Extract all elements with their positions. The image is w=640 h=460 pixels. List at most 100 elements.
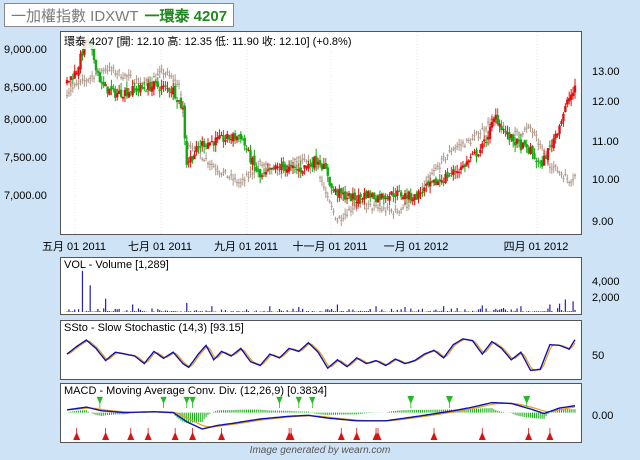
candle-body: [515, 138, 519, 144]
sell-signal-marker: [407, 396, 415, 404]
candle-body: [417, 191, 420, 199]
candle-body: [280, 163, 283, 171]
candle-body: [181, 107, 185, 110]
candle-body: [285, 169, 289, 173]
candle-body: [141, 87, 144, 89]
candle-body: [347, 193, 351, 196]
chart-plot: [66, 396, 576, 440]
candle-body: [403, 193, 407, 200]
x-axis-tick: 五月 01 2011: [41, 241, 107, 253]
volume-axis-tick: 4,000: [592, 276, 620, 288]
candle-body: [542, 155, 546, 166]
candle-body: [500, 126, 503, 130]
candle-body: [450, 172, 453, 174]
candle-body: [527, 147, 530, 154]
left-axis-tick: 7,000.00: [4, 190, 47, 202]
candle-body: [564, 106, 567, 113]
candle-body: [336, 190, 339, 196]
sell-signal-marker: [189, 396, 197, 404]
candle-body: [79, 53, 82, 70]
candle-body: [479, 149, 482, 154]
candle-body: [289, 164, 293, 167]
candle-body: [233, 133, 237, 140]
candle-body: [533, 153, 536, 159]
sell-signal-marker: [160, 396, 168, 404]
candle-body: [245, 148, 248, 150]
right-axis-tick: 11.00: [592, 136, 619, 148]
candle-body: [432, 179, 436, 183]
x-axis-tick: 十一月 01 2011: [292, 241, 368, 253]
candle-body: [355, 202, 358, 204]
candle-body: [477, 154, 480, 157]
candle-body: [253, 155, 256, 166]
candle-body: [332, 189, 335, 191]
candle-body: [539, 162, 542, 164]
stochastic-panel: SSto - Slow Stochastic (14,3) [93.15]: [60, 320, 582, 380]
candle-body: [183, 105, 187, 139]
candle-body: [168, 88, 171, 92]
candle-body: [421, 191, 424, 194]
candle-body: [231, 133, 235, 142]
candle-body: [212, 141, 215, 146]
candle-body: [158, 89, 161, 92]
candle-body: [349, 193, 353, 202]
candle-body: [357, 195, 360, 204]
candle-body: [98, 72, 102, 83]
left-axis-tick: 8,500.00: [4, 82, 47, 94]
candle-body: [135, 88, 138, 92]
candle-body: [137, 89, 140, 91]
candle-body: [359, 194, 362, 198]
candle-body: [498, 123, 501, 127]
candle-body: [554, 133, 557, 139]
candle-body: [506, 132, 509, 135]
candle-body: [199, 146, 202, 148]
candle-body: [401, 196, 405, 199]
x-axis-tick: 四月 01 2012: [503, 241, 569, 253]
candle-body: [399, 192, 403, 197]
chart-plot: [65, 32, 577, 234]
candle-body: [457, 171, 461, 173]
candle-body: [175, 99, 179, 103]
volume-panel: VOL - Volume [1,289]: [60, 257, 582, 315]
candle-body: [340, 188, 343, 194]
price-panel-title: 環泰 4207 [開: 12.10 高: 12.35 低: 11.90 收: 1…: [64, 33, 352, 49]
candle-body: [365, 191, 368, 198]
candle-body: [160, 85, 163, 90]
candle-body: [511, 134, 515, 142]
candle-body: [228, 135, 231, 140]
candle-body: [409, 192, 413, 200]
candle-body: [237, 135, 241, 137]
candle-body: [486, 136, 490, 140]
candle-body: [177, 100, 181, 102]
candle-body: [96, 71, 100, 73]
candle-body: [229, 139, 233, 141]
candle-body: [550, 145, 554, 147]
candle-body: [376, 195, 380, 203]
candle-body: [510, 134, 513, 138]
candle-body: [316, 161, 320, 165]
candle-body: [311, 162, 314, 168]
stochastic-panel-title: SSto - Slow Stochastic (14,3) [93.15]: [64, 322, 244, 334]
candle-body: [258, 169, 262, 178]
volume-panel-title: VOL - Volume [1,289]: [64, 259, 169, 271]
sell-signal-marker: [308, 396, 316, 404]
candle-body: [496, 114, 499, 124]
buy-signal-marker: [478, 432, 486, 440]
candle-body: [112, 88, 115, 90]
candle-body: [197, 146, 200, 148]
candle-body: [148, 82, 152, 91]
candle-body: [471, 153, 474, 155]
candle-body: [394, 194, 397, 197]
candle-body: [425, 183, 428, 186]
macd-panel-title: MACD - Moving Average Conv. Div. (12,26,…: [64, 385, 327, 397]
candle-body: [110, 85, 113, 90]
candle-body: [419, 193, 422, 195]
candle-body: [386, 196, 389, 199]
candle-body: [195, 146, 198, 153]
macd-signal-line: [66, 402, 576, 428]
candle-body: [488, 126, 492, 140]
candle-body: [314, 155, 318, 165]
candle-body: [519, 139, 523, 151]
candle-body: [243, 137, 246, 146]
candle-body: [191, 156, 194, 161]
